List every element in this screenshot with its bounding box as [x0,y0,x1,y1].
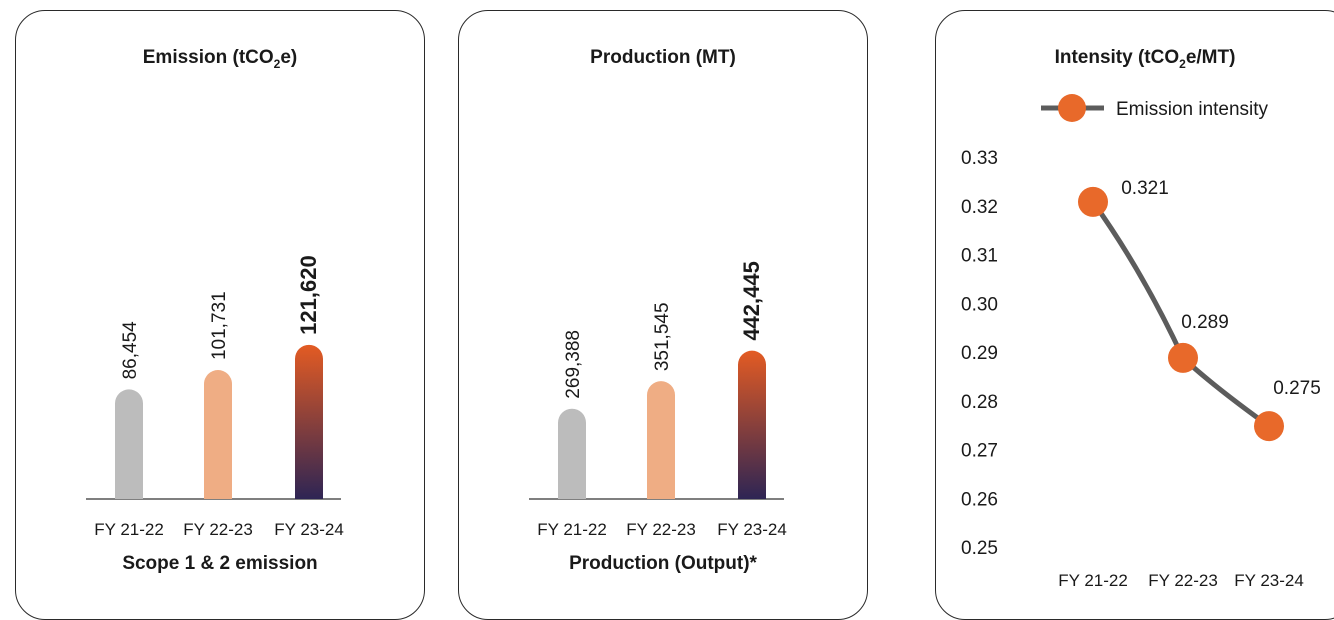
data-label: 269,388 [563,330,584,399]
bar-fy-21-22 [115,389,143,499]
y-tick-label: 0.26 [961,489,998,510]
bar-fy-23-24 [295,344,323,499]
production-chart-title: Production (MT) [590,47,736,68]
intensity-line-chart: 0.33 0.32 0.31 0.30 0.29 0.28 0.27 0.26 0.25 0.32… [961,94,1321,590]
data-label: 121,620 [296,255,321,335]
y-tick-label: 0.29 [961,343,998,364]
bar-fy-22-23 [204,370,232,499]
y-tick-label: 0.25 [961,538,998,559]
production-caption: Production (Output)* [569,553,757,574]
production-panel: Production (MT) 269,388 FY 21-22 351,545 FY… [458,10,868,620]
x-tick-label: FY 21-22 [1058,571,1128,590]
x-tick-label: FY 22-23 [183,520,253,539]
x-tick-label: FY 22-23 [1148,571,1218,590]
data-point [1078,186,1108,217]
bar-fy-22-23 [647,381,675,499]
y-tick-label: 0.28 [961,392,998,413]
data-label: 0.275 [1273,378,1321,399]
data-label: 0.321 [1121,178,1169,199]
emission-panel: Emission (tCO2e) 86,454 FY 21-22 101,731 FY… [15,10,425,620]
production-bar-chart: 269,388 FY 21-22 351,545 FY 22-23 442,445 FY … [529,261,787,539]
intensity-chart-title: Intensity (tCO2e/MT) [1054,47,1236,71]
x-tick-label: FY 23-24 [717,520,787,539]
x-tick-label: FY 21-22 [94,520,164,539]
data-label: 0.289 [1181,312,1229,333]
bar-fy-21-22 [558,408,586,499]
data-label: 442,445 [739,261,764,341]
emission-chart-title: Emission (tCO2e) [142,47,298,71]
x-tick-label: FY 22-23 [626,520,696,539]
emission-bar-chart: 86,454 FY 21-22 101,731 FY 22-23 121,620 FY 2… [86,255,344,539]
legend-marker [1058,94,1086,122]
x-tick-label: FY 23-24 [1234,571,1304,590]
data-point [1168,342,1198,373]
x-tick-label: FY 23-24 [274,520,344,539]
y-tick-label: 0.31 [961,246,998,267]
emission-caption: Scope 1 & 2 emission [122,553,318,574]
bar-fy-23-24 [738,350,766,499]
legend-label: Emission intensity [1116,99,1269,120]
y-tick-label: 0.30 [961,294,998,315]
data-label: 86,454 [120,321,141,380]
y-tick-label: 0.33 [961,148,998,169]
data-label: 351,545 [652,302,673,371]
data-point [1254,411,1284,442]
data-label: 101,731 [209,291,230,360]
intensity-panel: Intensity (tCO2e/MT) 0.33 0.32 0.31 0.30 0.2… [935,10,1334,620]
x-tick-label: FY 21-22 [537,520,607,539]
y-tick-label: 0.32 [961,197,998,218]
y-tick-label: 0.27 [961,441,998,462]
